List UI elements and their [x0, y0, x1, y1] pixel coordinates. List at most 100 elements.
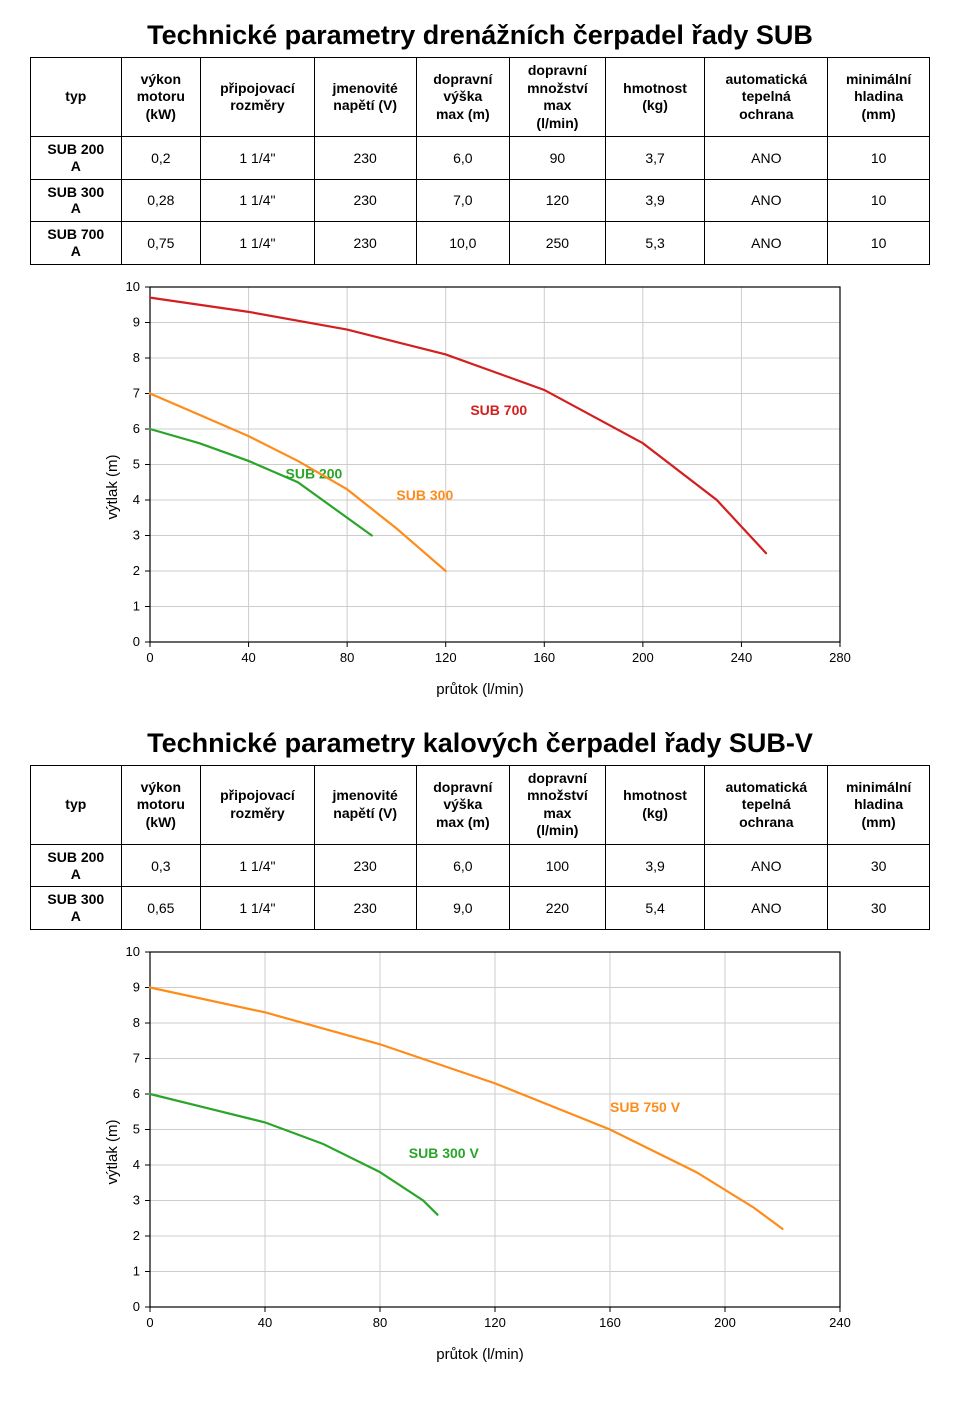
- table-row: SUB 700A0,751 1/4"23010,02505,3ANO10: [31, 222, 930, 265]
- svg-text:3: 3: [133, 1192, 140, 1207]
- table-cell: 230: [314, 222, 416, 265]
- svg-text:2: 2: [133, 1228, 140, 1243]
- svg-text:0: 0: [146, 1315, 153, 1330]
- svg-text:120: 120: [435, 650, 457, 665]
- table-cell: ANO: [705, 137, 828, 180]
- svg-text:280: 280: [829, 650, 851, 665]
- svg-text:10: 10: [126, 279, 140, 294]
- svg-text:160: 160: [533, 650, 555, 665]
- table-cell: 230: [314, 887, 416, 930]
- col-header: minimálníhladina(mm): [828, 58, 930, 137]
- table-cell: 230: [314, 179, 416, 222]
- table-row: SUB 200A0,31 1/4"2306,01003,9ANO30: [31, 844, 930, 887]
- svg-text:6: 6: [133, 421, 140, 436]
- svg-text:SUB 300: SUB 300: [396, 487, 453, 503]
- chart1-xlabel: průtok (l/min): [100, 681, 860, 698]
- col-header: výkonmotoru(kW): [121, 58, 200, 137]
- col-header: dopravnímnožstvímax(l/min): [510, 58, 606, 137]
- table-cell: 250: [510, 222, 606, 265]
- table-cell: 1 1/4": [201, 222, 315, 265]
- col-header: hmotnost(kg): [605, 765, 705, 844]
- table-cell: 230: [314, 844, 416, 887]
- table-row: SUB 300A0,281 1/4"2307,01203,9ANO10: [31, 179, 930, 222]
- table-cell: 0,3: [121, 844, 200, 887]
- svg-text:200: 200: [632, 650, 654, 665]
- table-section1: typvýkonmotoru(kW)připojovacírozměryjmen…: [30, 57, 930, 265]
- col-header: typ: [31, 765, 122, 844]
- chart2-xlabel: průtok (l/min): [100, 1346, 860, 1363]
- table-cell: 10: [828, 222, 930, 265]
- table-cell: 5,4: [605, 887, 705, 930]
- chart2-ylabel: výtlak (m): [104, 1120, 121, 1185]
- table-cell: 0,2: [121, 137, 200, 180]
- table-cell: ANO: [705, 222, 828, 265]
- svg-text:0: 0: [133, 634, 140, 649]
- table-cell: 6,0: [416, 137, 510, 180]
- svg-text:9: 9: [133, 314, 140, 329]
- table-cell: 10,0: [416, 222, 510, 265]
- table-cell: SUB 200A: [31, 137, 122, 180]
- svg-text:3: 3: [133, 527, 140, 542]
- svg-text:40: 40: [241, 650, 255, 665]
- svg-text:8: 8: [133, 350, 140, 365]
- table-cell: ANO: [705, 179, 828, 222]
- svg-text:6: 6: [133, 1086, 140, 1101]
- svg-text:1: 1: [133, 1263, 140, 1278]
- svg-text:2: 2: [133, 563, 140, 578]
- col-header: jmenoviténapětí (V): [314, 765, 416, 844]
- svg-text:SUB 200: SUB 200: [286, 465, 343, 481]
- col-header: minimálníhladina(mm): [828, 765, 930, 844]
- col-header: dopravnívýškamax (m): [416, 58, 510, 137]
- svg-text:160: 160: [599, 1315, 621, 1330]
- table-cell: 30: [828, 887, 930, 930]
- svg-text:120: 120: [484, 1315, 506, 1330]
- table-cell: 0,65: [121, 887, 200, 930]
- col-header: automatickátepelnáochrana: [705, 58, 828, 137]
- table-cell: 3,7: [605, 137, 705, 180]
- table-cell: 0,28: [121, 179, 200, 222]
- table-cell: 10: [828, 137, 930, 180]
- table-cell: 0,75: [121, 222, 200, 265]
- table-cell: 30: [828, 844, 930, 887]
- svg-text:240: 240: [829, 1315, 851, 1330]
- svg-text:SUB 750 V: SUB 750 V: [610, 1099, 681, 1115]
- table-cell: 7,0: [416, 179, 510, 222]
- table-cell: SUB 200A: [31, 844, 122, 887]
- svg-text:4: 4: [133, 1157, 140, 1172]
- table-cell: ANO: [705, 887, 828, 930]
- svg-text:4: 4: [133, 492, 140, 507]
- svg-text:80: 80: [340, 650, 354, 665]
- table-cell: 1 1/4": [201, 179, 315, 222]
- svg-text:200: 200: [714, 1315, 736, 1330]
- table-cell: SUB 700A: [31, 222, 122, 265]
- table-cell: SUB 300A: [31, 887, 122, 930]
- svg-text:8: 8: [133, 1015, 140, 1030]
- svg-text:7: 7: [133, 385, 140, 400]
- svg-text:5: 5: [133, 1121, 140, 1136]
- svg-text:10: 10: [126, 944, 140, 959]
- table-row: SUB 300A0,651 1/4"2309,02205,4ANO30: [31, 887, 930, 930]
- svg-text:SUB 300 V: SUB 300 V: [409, 1145, 480, 1161]
- svg-text:5: 5: [133, 456, 140, 471]
- chart1: výtlak (m) 04080120160200240280012345678…: [100, 277, 860, 698]
- svg-text:0: 0: [146, 650, 153, 665]
- table-section2: typvýkonmotoru(kW)připojovacírozměryjmen…: [30, 765, 930, 930]
- table-cell: SUB 300A: [31, 179, 122, 222]
- chart1-ylabel: výtlak (m): [104, 455, 121, 520]
- svg-text:9: 9: [133, 979, 140, 994]
- table-cell: 9,0: [416, 887, 510, 930]
- table-cell: 3,9: [605, 844, 705, 887]
- col-header: výkonmotoru(kW): [121, 765, 200, 844]
- table-cell: 5,3: [605, 222, 705, 265]
- table-cell: 3,9: [605, 179, 705, 222]
- svg-text:7: 7: [133, 1050, 140, 1065]
- table-cell: 6,0: [416, 844, 510, 887]
- svg-text:240: 240: [731, 650, 753, 665]
- col-header: připojovacírozměry: [201, 58, 315, 137]
- col-header: automatickátepelnáochrana: [705, 765, 828, 844]
- col-header: dopravnívýškamax (m): [416, 765, 510, 844]
- table-cell: 1 1/4": [201, 887, 315, 930]
- section1-title: Technické parametry drenážních čerpadel …: [30, 20, 930, 51]
- col-header: připojovacírozměry: [201, 765, 315, 844]
- table-cell: 10: [828, 179, 930, 222]
